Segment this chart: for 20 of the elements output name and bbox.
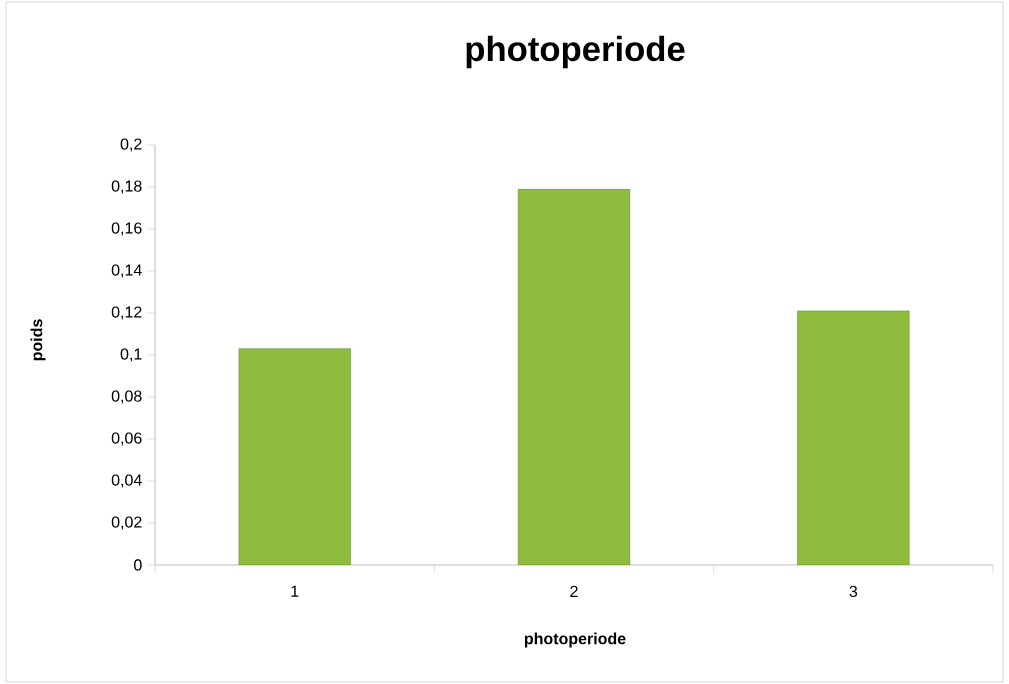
x-tick-label: 2 bbox=[570, 585, 578, 597]
y-tick-label: 0,2 bbox=[120, 138, 142, 152]
y-tick-label: 0,04 bbox=[111, 474, 142, 488]
y-tick-label: 0,02 bbox=[111, 516, 142, 530]
y-tick-label: 0,14 bbox=[111, 264, 142, 278]
bar bbox=[238, 348, 351, 565]
y-tick-label: 0,16 bbox=[111, 222, 142, 236]
x-tick-label: 3 bbox=[849, 585, 858, 598]
chart-title: photoperiode bbox=[466, 35, 685, 69]
y-tick-label: 0,08 bbox=[111, 390, 142, 404]
y-tick-label: 0,1 bbox=[120, 348, 142, 362]
bar bbox=[517, 188, 631, 565]
y-tick-label: 0,12 bbox=[111, 306, 142, 320]
y-tick-label: 0,06 bbox=[111, 432, 142, 446]
y-tick-label: 0,18 bbox=[111, 180, 142, 194]
bar bbox=[797, 310, 910, 565]
x-tick-label: 1 bbox=[291, 585, 299, 597]
y-tick-label: 0 bbox=[134, 559, 142, 571]
x-axis-title: photoperiode bbox=[524, 632, 626, 648]
y-axis-title: poids bbox=[30, 319, 46, 361]
